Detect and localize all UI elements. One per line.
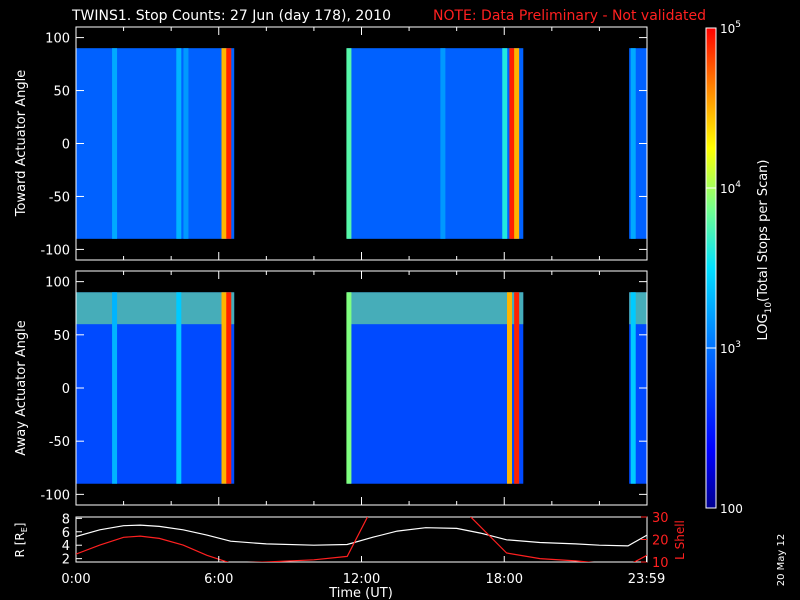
away-y-ticks: 100 50 0 -50 -100 [40,271,647,505]
heatmap-high-band [347,292,524,325]
lshell-tick-label: 10 [652,556,669,571]
heatmap-column [630,292,636,484]
y-tick-label: 100 [45,32,70,47]
heatmap-block [347,48,524,239]
heatmap-column [221,48,227,239]
r-tick-label: 2 [62,553,70,568]
toward-heatmap-panel: 100 50 0 -50 -100 Toward Actuator Angle [14,26,648,261]
preliminary-note: NOTE: Data Preliminary - Not validated [433,8,706,24]
lshell-series-line [76,517,647,562]
y-tick-label: 100 [45,276,70,291]
toward-y-ticks: 100 50 0 -50 -100 [40,27,647,260]
heatmap-column [346,48,352,239]
x-tick-label: 23:59 [628,572,665,587]
orbit-lines [76,517,647,562]
y-tick-label: -100 [40,243,70,258]
toward-heatmap-cells [76,48,647,239]
r-tick-label: 4 [62,539,70,554]
lshell-tick-label: 30 [652,511,669,526]
heatmap-column [176,292,182,484]
away-heatmap-cells [76,292,647,484]
y-tick-label: -100 [40,488,70,503]
colorbar-tick-label: 104 [720,180,741,196]
colorbar-gradient [705,27,717,509]
r-series-line [76,524,647,547]
heatmap-block [76,48,235,239]
heatmap-column [346,292,352,484]
y-tick-label: 50 [53,85,70,100]
colorbar-tick-label: 100 [720,502,743,516]
r-tick-label: 8 [62,512,70,527]
x-axis-label: Time (UT) [328,586,393,600]
heatmap-column [226,292,232,484]
heatmap-column [514,48,520,239]
x-tick-label: 12:00 [343,572,380,587]
colorbar-tick-label: 105 [720,20,741,36]
colorbar-label: LOG10(Total Stops per Scan) [756,160,774,341]
heatmap-column [630,48,636,239]
x-tick-label: 18:00 [486,572,523,587]
y-tick-label: -50 [49,190,70,205]
heatmap-column [514,292,520,484]
x-tick-label: 6:00 [204,572,233,587]
y-tick-label: 0 [62,382,70,397]
lshell-axis-label: L Shell [673,520,687,560]
heatmap-column [183,48,189,239]
away-heatmap-panel: 100 50 0 -50 -100 Away Actuator Angle [14,270,648,506]
heatmap-high-band [76,292,235,325]
heatmap-column [440,48,446,239]
heatmap-column [226,48,232,239]
colorbar: 105 104 103 100 LOG10(Total Stops per Scan) [705,20,774,516]
heatmap-column [507,292,513,484]
x-tick-label: 0:00 [61,572,90,587]
r-tick-label: 6 [62,526,70,541]
heatmap-column [509,48,515,239]
y-tick-label: 0 [62,138,70,153]
heatmap-column [112,292,118,484]
date-stamp: 20 May 12 [776,534,787,586]
heatmap-column [176,48,182,239]
colorbar-ticks: 105 104 103 100 [706,20,743,516]
lshell-tick-label: 20 [652,534,669,549]
heatmap-column [502,48,508,239]
y-tick-label: 50 [53,329,70,344]
r-axis-label: R [RE] [13,523,29,558]
heatmap-column [112,48,118,239]
colorbar-tick-label: 103 [720,340,741,356]
y-tick-label: -50 [49,435,70,450]
away-y-axis-label: Away Actuator Angle [14,320,29,455]
toward-y-axis-label: Toward Actuator Angle [14,70,29,217]
chart-title: TWINS1. Stop Counts: 27 Jun (day 178), 2… [71,8,391,24]
heatmap-column [221,292,227,484]
